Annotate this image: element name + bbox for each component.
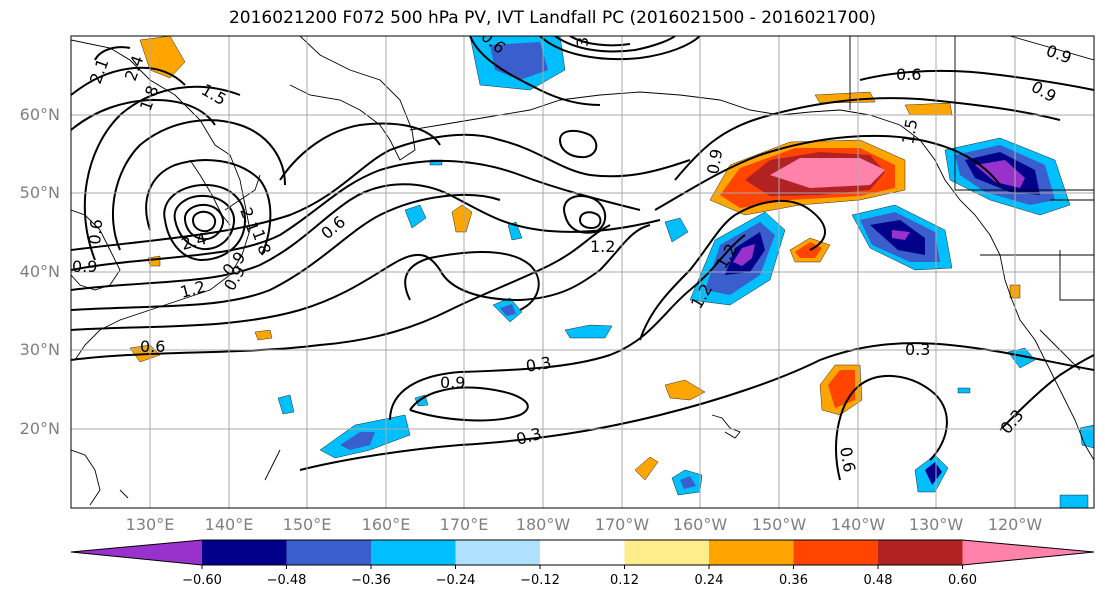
- lon-label: 140°E: [204, 515, 254, 534]
- colorbar-segment: [624, 540, 709, 565]
- lat-label: 60°N: [19, 105, 60, 124]
- map-plot-area: 2.1 2.4 1.8 1.5 0.6 0.9 0.6 0.9 1.2 0.9 …: [71, 22, 1094, 508]
- lon-label: 150°E: [282, 515, 332, 534]
- colorbar-tick-label: −0.48: [266, 573, 307, 588]
- colorbar-tick-label: 0.12: [610, 573, 639, 588]
- colorbar-segment: [878, 540, 963, 565]
- shaded-anomalies: [129, 36, 1094, 508]
- contour-label: 1.5: [898, 117, 921, 145]
- colorbar-segment: [455, 540, 540, 565]
- contour-label: 3.0: [573, 22, 592, 47]
- contour-label: 0.6: [896, 65, 921, 84]
- plot-frame: [70, 35, 1095, 509]
- colorbar-tick-label: −0.60: [182, 573, 222, 588]
- colorbar-tick-label: −0.36: [351, 573, 391, 588]
- lat-label: 40°N: [19, 262, 60, 281]
- colorbar-segment: [540, 540, 625, 565]
- lon-label: 160°E: [361, 515, 411, 534]
- colorbar-tick-label: 0.48: [863, 573, 893, 588]
- colorbar-segment: [71, 540, 202, 565]
- colorbar-segment: [793, 540, 878, 565]
- contour-label: 0.3: [524, 353, 552, 376]
- lon-label: 150°W: [751, 515, 807, 534]
- lon-label: 140°W: [830, 515, 886, 534]
- colorbar-tick-label: −0.12: [520, 573, 560, 588]
- contour-label: 0.6: [85, 218, 106, 245]
- lat-label: 30°N: [19, 340, 60, 359]
- colorbar-segment: [709, 540, 794, 565]
- colorbar-segment: [962, 540, 1094, 565]
- lon-label: 130°W: [908, 515, 964, 534]
- contour-label: 0.9: [703, 147, 726, 175]
- contour-label: 0.9: [72, 257, 97, 276]
- graticule: [71, 36, 1094, 508]
- lon-label: 120°W: [987, 515, 1043, 534]
- lon-label: 160°W: [672, 515, 728, 534]
- colorbar-tick-label: −0.24: [435, 573, 476, 588]
- lon-label: 130°E: [125, 515, 175, 534]
- lat-label: 20°N: [19, 419, 60, 438]
- colorbar-tick-label: 0.24: [694, 573, 724, 588]
- lon-label: 170°E: [439, 515, 489, 534]
- colorbar-segment: [371, 540, 456, 565]
- contour-label: 0.6: [836, 445, 859, 473]
- contour-label: 0.9: [440, 373, 465, 392]
- contour-label: 1.2: [590, 237, 615, 256]
- colorbar-segment: [286, 540, 371, 565]
- colorbar-segment: [202, 540, 287, 565]
- contour-label: 0.3: [905, 340, 930, 359]
- map-title: 2016021200 F072 500 hPa PV, IVT Landfall…: [228, 8, 876, 28]
- lon-label: 180°W: [515, 515, 571, 534]
- colorbar: [70, 539, 1095, 569]
- colorbar-tick-label: 0.60: [948, 573, 977, 588]
- colorbar-tick-label: 0.36: [779, 573, 808, 588]
- contour-label: 0.6: [140, 337, 165, 356]
- pv-contours: [71, 36, 1094, 481]
- lat-label: 50°N: [19, 183, 60, 202]
- lon-label: 170°W: [594, 515, 650, 534]
